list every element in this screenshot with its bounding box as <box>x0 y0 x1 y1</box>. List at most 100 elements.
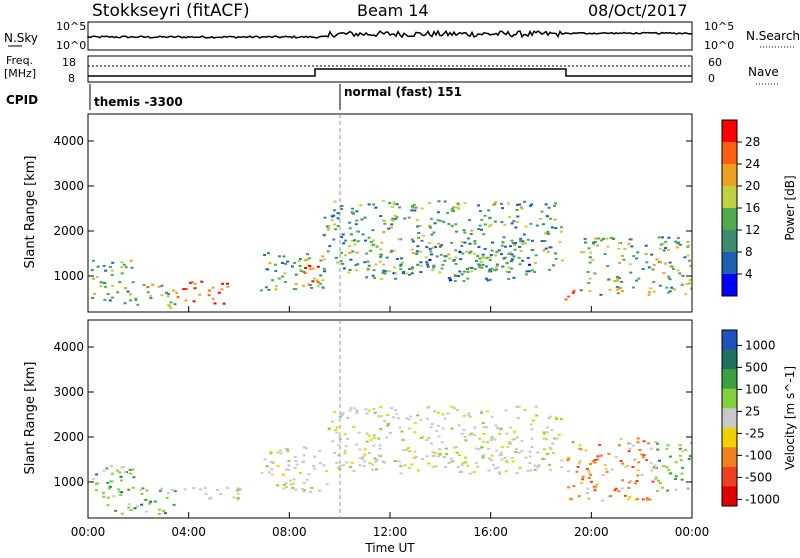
echo-cell <box>526 238 530 241</box>
echo-cell <box>276 465 280 468</box>
echo-cell <box>505 262 509 264</box>
echo-cell <box>340 251 343 254</box>
velocity-echo-field <box>91 405 692 515</box>
echo-cell <box>551 264 555 267</box>
echo-cell <box>488 268 492 271</box>
echo-cell <box>282 483 286 486</box>
echo-cell <box>298 472 302 475</box>
echo-cell <box>537 464 541 467</box>
echo-cell <box>393 266 396 269</box>
echo-cell <box>365 432 369 435</box>
echo-cell <box>283 272 287 275</box>
echo-cell <box>437 435 441 438</box>
echo-cell <box>661 242 665 245</box>
echo-cell <box>440 267 444 270</box>
echo-cell <box>461 461 465 464</box>
echo-cell <box>415 218 419 221</box>
echo-cell <box>303 272 307 275</box>
echo-cell <box>373 457 377 460</box>
echo-cell <box>454 223 458 226</box>
echo-cell <box>106 496 110 499</box>
echo-cell <box>636 251 640 254</box>
echo-cell <box>435 255 439 258</box>
echo-cell <box>104 269 108 272</box>
echo-cell <box>102 491 105 494</box>
echo-cell <box>666 444 670 447</box>
echo-cell <box>130 266 134 269</box>
echo-cell <box>665 286 669 289</box>
echo-cell <box>236 492 240 495</box>
echo-cell <box>411 206 415 209</box>
cpid-segment-2: normal (fast) 151 <box>344 85 462 99</box>
echo-cell <box>618 242 622 245</box>
echo-cell <box>341 233 345 236</box>
echo-cell <box>608 288 612 291</box>
echo-cell <box>487 225 491 228</box>
echo-cell <box>443 259 447 262</box>
echo-cell <box>430 253 433 256</box>
echo-cell <box>667 236 671 239</box>
echo-cell <box>313 467 317 470</box>
echo-cell <box>280 262 284 264</box>
echo-cell <box>381 271 385 274</box>
echo-cell <box>644 244 648 247</box>
echo-cell <box>383 461 386 464</box>
echo-cell <box>495 265 499 268</box>
echo-cell <box>145 489 149 492</box>
echo-cell <box>520 450 524 453</box>
echo-cell <box>511 460 515 463</box>
echo-cell <box>263 253 267 256</box>
echo-cell <box>456 466 460 468</box>
echo-cell <box>578 447 582 450</box>
echo-cell <box>543 448 546 451</box>
colorbar-swatch <box>722 408 737 429</box>
echo-cell <box>127 503 131 506</box>
echo-cell <box>307 473 311 476</box>
echo-cell <box>641 456 645 459</box>
echo-cell <box>151 283 155 286</box>
echo-cell <box>595 483 599 486</box>
echo-cell <box>553 437 557 440</box>
echo-cell <box>425 246 429 249</box>
echo-cell <box>397 238 401 241</box>
echo-cell <box>485 265 488 268</box>
echo-cell <box>620 487 624 490</box>
echo-cell <box>328 245 332 248</box>
echo-cell <box>401 261 404 264</box>
echo-cell <box>276 451 280 454</box>
echo-cell <box>381 460 385 463</box>
echo-cell <box>545 438 549 441</box>
echo-cell <box>433 452 437 454</box>
nave-label: Nave <box>748 65 779 79</box>
echo-cell <box>393 460 397 462</box>
echo-cell <box>478 224 482 227</box>
echo-cell <box>414 206 418 209</box>
echo-cell <box>279 449 283 452</box>
echo-cell <box>635 480 639 482</box>
echo-cell <box>510 259 514 262</box>
echo-cell <box>91 259 95 262</box>
echo-cell <box>340 236 344 239</box>
echo-cell <box>674 461 678 464</box>
echo-cell <box>321 279 325 282</box>
echo-cell <box>336 261 339 264</box>
colorbar-tick-label: 12 <box>745 223 760 237</box>
echo-cell <box>476 255 480 257</box>
echo-cell <box>532 419 535 422</box>
echo-cell <box>238 488 242 491</box>
echo-cell <box>110 480 114 483</box>
echo-cell <box>128 468 132 471</box>
echo-cell <box>494 467 498 470</box>
echo-cell <box>277 277 281 280</box>
echo-cell <box>490 436 494 439</box>
echo-cell <box>139 488 143 491</box>
echo-cell <box>627 450 631 453</box>
echo-cell <box>129 259 133 262</box>
echo-cell <box>437 424 441 427</box>
echo-cell <box>617 490 621 493</box>
echo-cell <box>529 469 533 472</box>
echo-cell <box>680 472 684 475</box>
echo-cell <box>627 242 631 245</box>
echo-cell <box>208 497 212 500</box>
echo-cell <box>222 302 226 305</box>
